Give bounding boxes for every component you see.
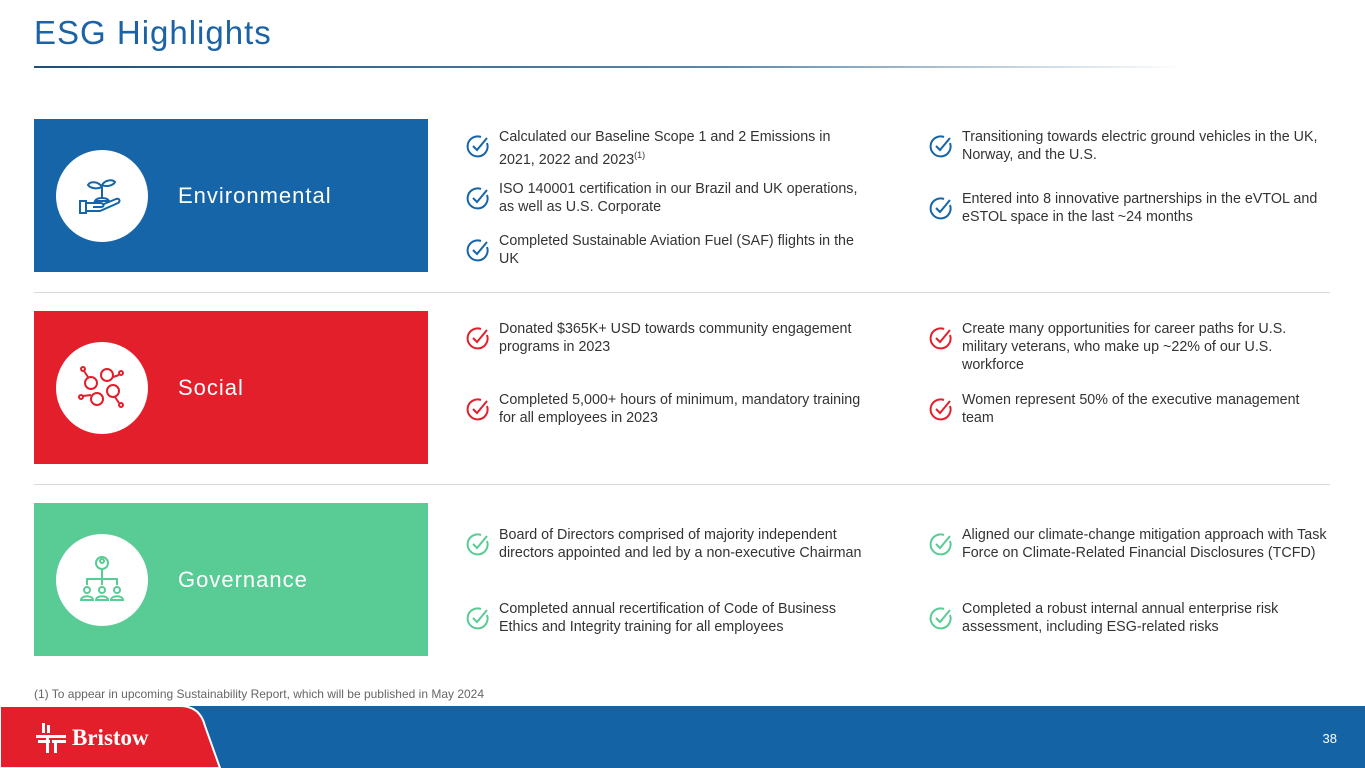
- check-circle-icon: [929, 327, 952, 350]
- check-circle-icon: [929, 607, 952, 630]
- check-circle-icon: [929, 135, 952, 158]
- footnote: (1) To appear in upcoming Sustainability…: [34, 687, 485, 701]
- highlight-text: Create many opportunities for career pat…: [962, 321, 1287, 373]
- section-label: Social: [178, 375, 244, 400]
- social-panel: Social: [34, 311, 428, 464]
- highlight-item: Transitioning towards electric ground ve…: [962, 128, 1332, 164]
- bristow-logo: Bristow: [36, 723, 149, 753]
- people-network-icon: [56, 342, 148, 434]
- highlight-item: Aligned our climate-change mitigation ap…: [962, 526, 1332, 562]
- highlight-text: Transitioning towards electric ground ve…: [962, 129, 1318, 163]
- highlight-item: Donated $365K+ USD towards community eng…: [499, 320, 869, 356]
- environmental-panel: Environmental: [34, 119, 428, 272]
- highlight-item: Completed annual recertification of Code…: [499, 600, 869, 636]
- section-label: Environmental: [178, 183, 332, 208]
- highlight-text: Board of Directors comprised of majority…: [499, 527, 862, 561]
- check-circle-icon: [466, 135, 489, 158]
- highlight-text: Completed 5,000+ hours of minimum, manda…: [499, 392, 861, 426]
- highlight-text: ISO 140001 certification in our Brazil a…: [499, 181, 858, 215]
- highlight-text: Completed a robust internal annual enter…: [962, 601, 1279, 635]
- highlight-item: Board of Directors comprised of majority…: [499, 526, 869, 562]
- highlight-text: Donated $365K+ USD towards community eng…: [499, 321, 852, 355]
- highlight-item: Women represent 50% of the executive man…: [962, 391, 1332, 427]
- org-hierarchy-icon: [56, 534, 148, 626]
- check-circle-icon: [466, 187, 489, 210]
- check-circle-icon: [466, 327, 489, 350]
- check-circle-icon: [466, 239, 489, 262]
- check-circle-icon: [466, 398, 489, 421]
- logo-text: Bristow: [72, 725, 149, 750]
- highlight-item: Completed a robust internal annual enter…: [962, 600, 1332, 636]
- check-circle-icon: [929, 533, 952, 556]
- check-circle-icon: [929, 398, 952, 421]
- governance-panel: Governance: [34, 503, 428, 656]
- divider: [34, 292, 1330, 293]
- highlight-text: Women represent 50% of the executive man…: [962, 392, 1300, 426]
- highlight-text: Calculated our Baseline Scope 1 and 2 Em…: [499, 129, 831, 168]
- footnote-ref: (1): [634, 150, 646, 160]
- plant-in-hand-icon: [56, 150, 148, 242]
- page-title: ESG Highlights: [34, 14, 272, 51]
- highlight-item: Completed 5,000+ hours of minimum, manda…: [499, 391, 869, 427]
- highlight-text: Entered into 8 innovative partnerships i…: [962, 191, 1318, 225]
- page-number: 38: [1322, 731, 1337, 746]
- check-circle-icon: [929, 197, 952, 220]
- highlight-text: Completed Sustainable Aviation Fuel (SAF…: [499, 233, 854, 267]
- highlight-item: Create many opportunities for career pat…: [962, 320, 1332, 374]
- check-circle-icon: [466, 607, 489, 630]
- divider: [34, 484, 1330, 485]
- highlight-item: Calculated our Baseline Scope 1 and 2 Em…: [499, 128, 869, 169]
- title-rule: [34, 66, 1184, 68]
- highlight-item: ISO 140001 certification in our Brazil a…: [499, 180, 869, 216]
- check-circle-icon: [466, 533, 489, 556]
- highlight-item: Completed Sustainable Aviation Fuel (SAF…: [499, 232, 869, 268]
- section-label: Governance: [178, 567, 308, 592]
- highlight-text: Completed annual recertification of Code…: [499, 601, 836, 635]
- highlight-item: Entered into 8 innovative partnerships i…: [962, 190, 1332, 226]
- highlight-text: Aligned our climate-change mitigation ap…: [962, 527, 1327, 561]
